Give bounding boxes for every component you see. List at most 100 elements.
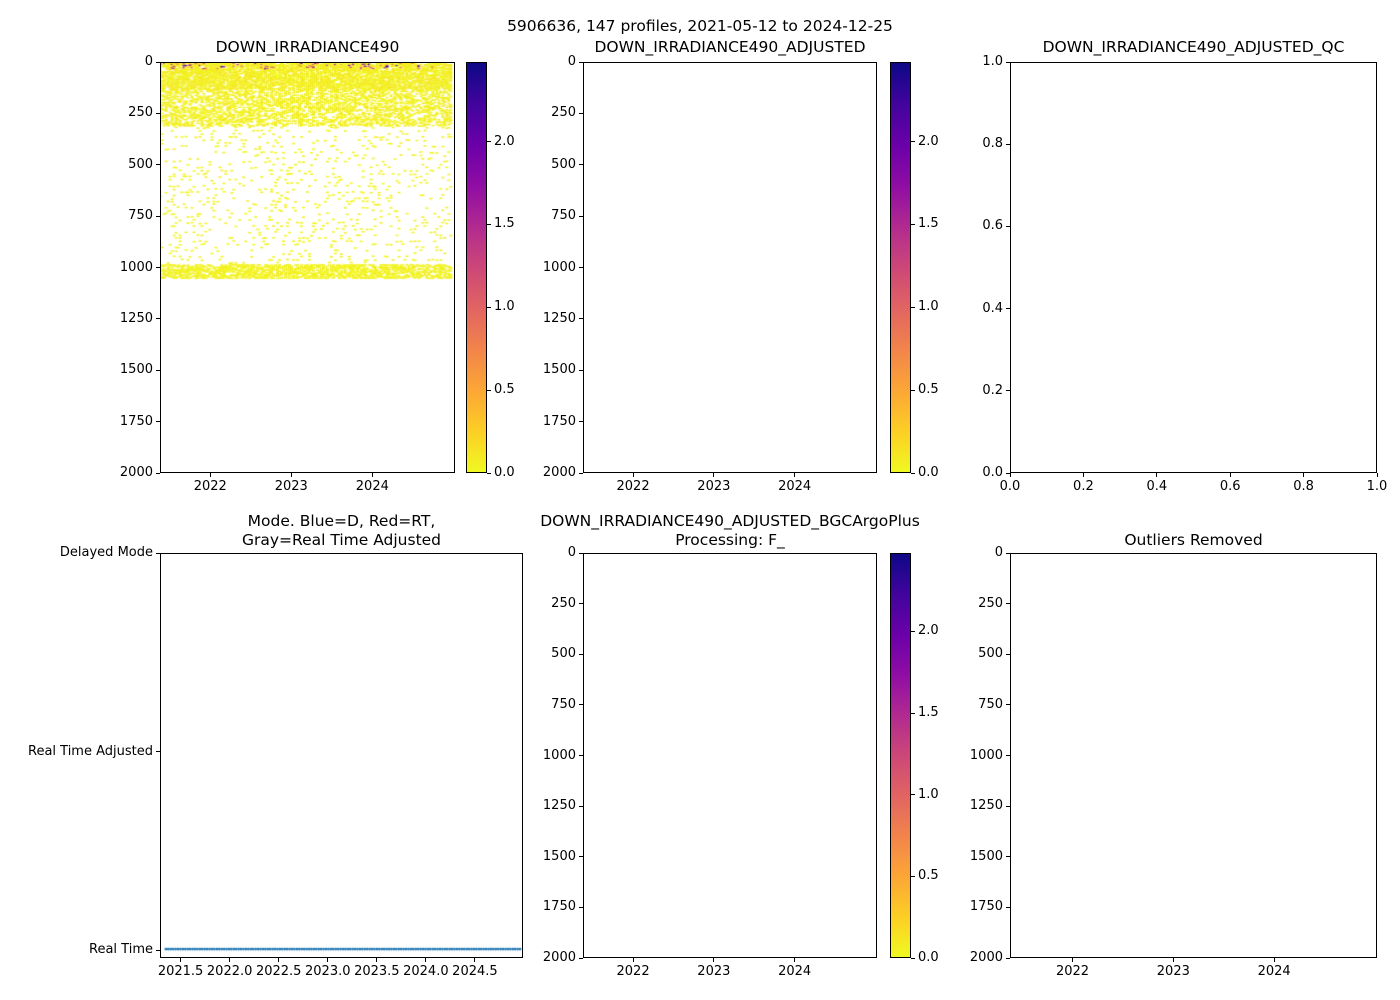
colorbar-tick-mark — [487, 389, 491, 391]
x-tick-mark — [794, 473, 796, 477]
x-tick-mark — [713, 473, 715, 477]
y-tick-label: 1000 — [542, 747, 576, 763]
x-tick-mark — [1082, 473, 1084, 477]
y-tick-label: 1250 — [969, 798, 1003, 814]
y-tick-mark — [579, 704, 583, 706]
y-tick-mark — [156, 369, 160, 371]
colorbar-tick-label: 1.5 — [918, 705, 939, 721]
y-tick-label: 1250 — [119, 310, 153, 326]
y-tick-mark — [579, 957, 583, 959]
y-tick-mark — [579, 421, 583, 423]
y-tick-label: 0 — [567, 545, 576, 560]
y-tick-label: 0 — [144, 54, 153, 69]
y-tick-label: 1250 — [542, 798, 576, 814]
x-tick-mark — [1376, 473, 1378, 477]
colorbar-tick-mark — [487, 223, 491, 225]
colorbar-tick-label: 0.5 — [494, 382, 515, 398]
y-tick-mark — [579, 906, 583, 908]
x-tick-label: 2023 — [274, 479, 308, 494]
subplot-title-mode-line2: Gray=Real Time Adjusted — [241, 531, 442, 549]
x-tick-label: 2022 — [193, 479, 227, 494]
colorbar-tick-mark — [911, 794, 915, 796]
y-tick-label: 250 — [128, 105, 153, 121]
colorbar-down-irradiance490 — [466, 62, 487, 473]
colorbar-down-irradiance490-adjusted — [890, 62, 911, 473]
plot-area-mode — [160, 553, 523, 958]
subplot-title-down-irradiance490-adjusted: DOWN_IRRADIANCE490_ADJUSTED — [594, 38, 866, 56]
y-tick-mark — [156, 949, 160, 951]
y-tick-label: 750 — [128, 208, 153, 224]
y-tick-label: 1000 — [119, 259, 153, 275]
y-tick-label: 1500 — [969, 848, 1003, 864]
y-tick-label: 0.8 — [982, 136, 1003, 152]
y-tick-mark — [1006, 906, 1010, 908]
colorbar-tick-label: 0.0 — [494, 465, 515, 480]
y-tick-label: 1750 — [542, 899, 576, 915]
y-tick-mark — [1006, 472, 1010, 474]
y-tick-mark — [579, 369, 583, 371]
colorbar-tick-mark — [911, 875, 915, 877]
y-tick-mark — [156, 472, 160, 474]
x-tick-mark — [713, 958, 715, 962]
y-tick-mark — [579, 805, 583, 807]
y-tick-label: 0 — [994, 545, 1003, 560]
y-tick-label: 1500 — [542, 848, 576, 864]
x-tick-mark — [1072, 958, 1073, 962]
subplot-title-bgcargoplus-line2: Processing: F_ — [675, 531, 785, 549]
subplot-title-bgcargoplus: DOWN_IRRADIANCE490_ADJUSTED_BGCArgoPlus … — [530, 512, 930, 550]
x-tick-mark — [1273, 958, 1275, 962]
y-tick-mark — [156, 112, 160, 114]
colorbar-tick-label: 1.5 — [494, 216, 515, 232]
x-tick-label: 2024 — [355, 479, 389, 494]
x-tick-label: 1.0 — [1366, 479, 1388, 494]
colorbar-tick-mark — [487, 141, 491, 143]
colorbar-tick-mark — [487, 472, 491, 474]
y-tick-label: 0.4 — [982, 300, 1003, 316]
y-tick-mark — [579, 653, 583, 655]
y-tick-label: 750 — [978, 696, 1003, 712]
x-tick-label: 2022 — [1055, 964, 1090, 979]
x-tick-mark — [376, 958, 378, 962]
y-tick-label: 1000 — [542, 259, 576, 275]
x-tick-label: 2022 — [616, 964, 650, 979]
x-tick-label: 2024.0 — [403, 964, 449, 979]
y-tick-mark — [156, 215, 160, 217]
colorbar-tick-label: 1.0 — [494, 299, 515, 315]
y-tick-mark — [579, 267, 583, 268]
y-tick-mark — [1006, 653, 1010, 655]
y-tick-label: 500 — [128, 156, 153, 172]
subplot-title-down-irradiance490-adjusted-qc: DOWN_IRRADIANCE490_ADJUSTED_QC — [1042, 38, 1345, 56]
colorbar-tick-label: 0.5 — [918, 382, 939, 398]
y-tick-label: 1500 — [542, 362, 576, 378]
x-tick-label: 2022.5 — [255, 964, 302, 979]
figure-title: 5906636, 147 profiles, 2021-05-12 to 202… — [507, 17, 893, 35]
y-tick-mark — [156, 267, 160, 268]
y-tick-label: 2000 — [119, 465, 153, 480]
y-tick-label: 250 — [978, 595, 1003, 611]
x-tick-mark — [327, 958, 329, 962]
x-tick-label: 2024 — [1257, 964, 1291, 979]
colorbar-tick-mark — [911, 223, 915, 225]
y-tick-label: 1750 — [119, 413, 153, 429]
y-tick-label: 250 — [551, 105, 576, 121]
x-tick-label: 2023.0 — [305, 964, 351, 979]
colorbar-tick-mark — [487, 306, 491, 308]
subplot-title-down-irradiance490: DOWN_IRRADIANCE490 — [215, 38, 400, 56]
y-tick-label: 1.0 — [982, 54, 1003, 69]
y-tick-mark — [1006, 603, 1010, 605]
y-tick-mark — [1006, 390, 1010, 392]
y-tick-label: 750 — [551, 208, 576, 224]
y-tick-label: 500 — [551, 156, 576, 172]
y-tick-label: 1000 — [969, 747, 1003, 763]
scatter-canvas-mode — [161, 554, 522, 957]
y-tick-mark — [1006, 856, 1010, 858]
y-tick-mark — [1006, 704, 1010, 706]
x-tick-mark — [794, 958, 796, 962]
y-tick-mark — [156, 61, 160, 63]
x-tick-mark — [1009, 473, 1011, 477]
x-tick-mark — [371, 473, 373, 477]
subplot-title-mode: Mode. Blue=D, Red=RT, Gray=Real Time Adj… — [160, 512, 523, 550]
x-tick-mark — [290, 473, 292, 477]
colorbar-tick-label: 0.0 — [918, 465, 939, 480]
